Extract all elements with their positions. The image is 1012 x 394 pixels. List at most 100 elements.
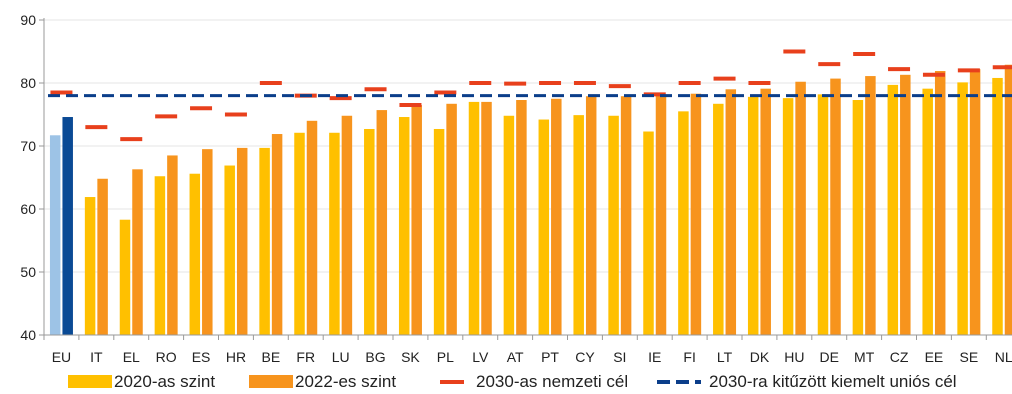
y-tick-label: 40 xyxy=(20,327,36,343)
legend-item-2022: 2022-es szint xyxy=(249,369,396,394)
x-tick-label-lv: LV xyxy=(472,349,489,365)
x-tick-label-be: BE xyxy=(262,349,281,365)
bar-2022-cz xyxy=(900,74,911,335)
bar-2022-el xyxy=(132,169,143,335)
bar-2020-nl xyxy=(992,77,1003,336)
bar-2020-at xyxy=(503,115,515,335)
bar-chart: 40 50 60 70 80 90 EU IT EL RO ES HR BE FR LU BG SK PL LV AT… xyxy=(20,12,1012,365)
bar-2022-hu xyxy=(795,81,806,336)
legend-swatch-2020 xyxy=(68,375,112,388)
y-tick-label: 60 xyxy=(20,201,36,217)
bar-2020-eu xyxy=(49,135,61,335)
legend-label-eu-target: 2030-ra kitűzött kiemelt uniós cél xyxy=(709,371,957,391)
bar-2020-es xyxy=(189,173,201,335)
bar-2020-ee xyxy=(922,88,933,335)
legend-swatch-national-target xyxy=(440,379,464,384)
x-tick-label-de: DE xyxy=(820,349,839,365)
x-tick-label-cy: CY xyxy=(575,349,595,365)
bar-2020-lt xyxy=(713,103,724,335)
bar-2022-mt xyxy=(865,76,876,335)
bar-2020-hu xyxy=(782,98,794,336)
bar-2022-it xyxy=(97,178,108,335)
bar-2020-de xyxy=(817,94,829,335)
bar-2022-bg xyxy=(376,110,388,335)
x-tick-label-pl: PL xyxy=(437,349,454,365)
legend-label-2022: 2022-es szint xyxy=(295,371,397,391)
bar-2022-nl xyxy=(1004,64,1012,335)
bar-2022-fr xyxy=(306,120,318,335)
x-tick-label-mt: MT xyxy=(854,349,875,365)
y-tick-label: 90 xyxy=(20,12,36,28)
x-tick-label-sk: SK xyxy=(401,349,420,365)
x-tick-label-es: ES xyxy=(192,349,211,365)
bar-2020-pt xyxy=(538,119,550,335)
bar-2022-dk xyxy=(760,88,771,335)
bar-2022-si xyxy=(620,96,632,335)
x-tick-label-lu: LU xyxy=(332,349,350,365)
bar-2020-ro xyxy=(154,176,166,335)
x-tick-label-si: SI xyxy=(613,349,626,365)
x-tick-label-bg: BG xyxy=(365,349,385,365)
legend-item-eu-target: 2030-ra kitűzött kiemelt uniós cél xyxy=(657,369,957,394)
legend-label-2020: 2020-as szint xyxy=(114,371,216,391)
bar-2022-pt xyxy=(551,98,562,335)
bar-2022-sk xyxy=(411,105,422,335)
x-tick-label-nl: NL xyxy=(995,349,1012,365)
bar-2020-cz xyxy=(887,84,899,335)
bar-2022-de xyxy=(830,78,841,335)
bar-2020-sk xyxy=(398,117,410,336)
bar-2022-lt xyxy=(725,89,737,335)
bar-2020-si xyxy=(608,115,619,335)
bar-2022-ee xyxy=(934,71,946,335)
x-tick-label-el: EL xyxy=(123,349,140,365)
bar-2022-pl xyxy=(446,103,457,335)
legend-label-national-target: 2030-as nemzeti cél xyxy=(476,371,629,391)
bar-2022-at xyxy=(516,100,527,335)
bar-2022-se xyxy=(969,69,981,335)
legend-swatch-2022 xyxy=(249,375,293,388)
y-tick-label: 70 xyxy=(20,138,36,154)
x-tick-label-dk: DK xyxy=(750,349,770,365)
bar-2022-fi xyxy=(690,93,702,336)
x-tick-label-hu: HU xyxy=(784,349,804,365)
bar-2020-ie xyxy=(643,131,654,335)
bar-2020-mt xyxy=(852,100,864,335)
bars xyxy=(49,64,1012,336)
bar-2020-se xyxy=(957,82,968,336)
bar-2020-el xyxy=(119,219,131,335)
bar-2020-fr xyxy=(294,132,305,335)
bar-2022-ro xyxy=(167,155,178,335)
x-tick-label-cz: CZ xyxy=(890,349,909,365)
x-tick-label-lt: LT xyxy=(717,349,733,365)
x-tick-label-ee: EE xyxy=(925,349,944,365)
x-tick-label-ie: IE xyxy=(648,349,661,365)
legend-swatch-eu-target xyxy=(657,379,701,384)
x-tick-label-fr: FR xyxy=(296,349,315,365)
x-tick-label-at: AT xyxy=(507,349,524,365)
bar-2022-ie xyxy=(655,94,667,335)
bar-2020-bg xyxy=(364,128,375,335)
bar-2022-lu xyxy=(341,115,353,335)
bar-2020-hr xyxy=(224,165,235,335)
bar-2020-it xyxy=(84,197,96,335)
y-tick-label: 80 xyxy=(20,75,36,91)
bar-2022-es xyxy=(202,149,213,335)
legend-item-2020: 2020-as szint xyxy=(68,369,215,394)
y-tick-label: 50 xyxy=(20,264,36,280)
x-tick-label-ro: RO xyxy=(156,349,177,365)
x-tick-label-hr: HR xyxy=(226,349,246,365)
bar-2020-pl xyxy=(433,128,445,335)
bar-2020-lu xyxy=(329,132,340,335)
bar-2022-be xyxy=(271,134,283,335)
x-tick-label-fi: FI xyxy=(683,349,695,365)
bar-2020-cy xyxy=(573,115,584,335)
bar-2020-fi xyxy=(678,111,689,335)
bar-2020-dk xyxy=(747,96,759,335)
legend: 2020-as szint 2022-es szint 2030-as nemz… xyxy=(0,369,1012,394)
bar-2020-lv xyxy=(468,101,480,336)
bar-2020-be xyxy=(259,147,270,335)
x-tick-label-pt: PT xyxy=(541,349,559,365)
x-tick-label-se: SE xyxy=(960,349,979,365)
bar-2022-cy xyxy=(585,96,597,335)
